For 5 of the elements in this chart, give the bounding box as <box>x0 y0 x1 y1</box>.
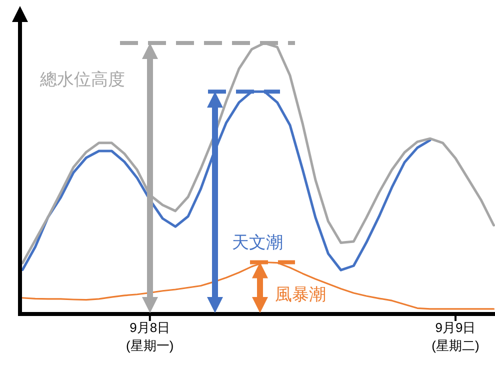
x-tick-label: 9月9日 (星期二) <box>432 320 480 353</box>
legend-label: 風暴潮 <box>275 285 326 304</box>
x-tick-label: 9月8日 (星期一) <box>126 320 174 353</box>
text: 天文潮 <box>232 233 283 252</box>
text: 總水位高度 <box>39 70 125 89</box>
